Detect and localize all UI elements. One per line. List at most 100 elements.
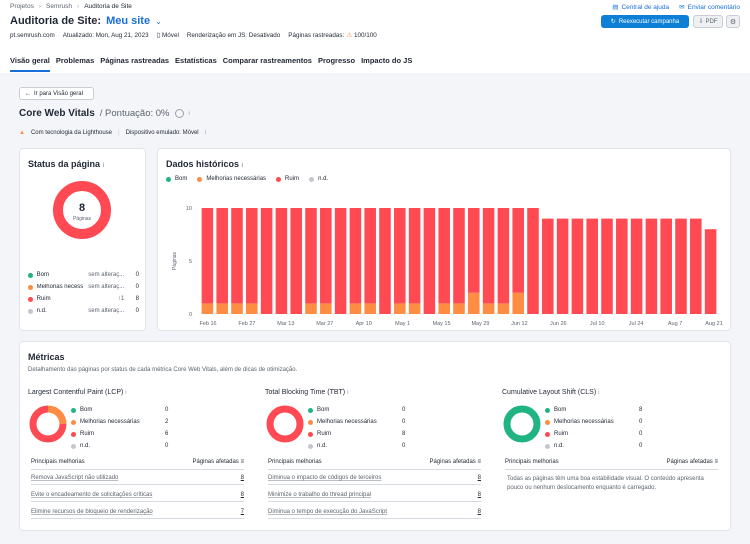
status-row-needs-improvement: Melhorias necessáriassem alteraç...0 xyxy=(28,281,139,293)
tbt-legend-good: Bom 0 xyxy=(308,404,405,416)
bar-segment xyxy=(468,208,480,293)
bar-segment xyxy=(364,303,376,314)
breadcrumb-semrush[interactable]: Semrush xyxy=(46,3,73,10)
donut-total: 8 xyxy=(79,202,85,214)
info-icon[interactable]: i xyxy=(204,130,206,136)
legend-dot xyxy=(308,407,313,413)
tab-overview[interactable]: Visão geral xyxy=(10,53,50,72)
info-icon[interactable]: i xyxy=(125,390,127,396)
tbt-block: Total Blocking Time (TBT) i xyxy=(265,389,348,396)
audit-meta: pt.semrush.com Atualizado: Mon, Aug 21, … xyxy=(10,32,377,39)
legend-dot xyxy=(308,419,313,425)
warning-icon: ⚠ xyxy=(346,32,352,39)
bar-segment xyxy=(497,303,510,314)
info-icon[interactable]: i xyxy=(598,390,600,396)
tab-js-impact[interactable]: Impacto do JS xyxy=(361,56,413,65)
cls-block: Cumulative Layout Shift (CLS) i xyxy=(502,389,599,396)
x-tick-label: Feb 27 xyxy=(238,321,255,327)
x-tick-label: Mar 27 xyxy=(316,321,333,327)
legend-dot xyxy=(545,443,550,449)
info-icon[interactable]: i xyxy=(102,163,105,169)
bar-segment xyxy=(482,208,495,304)
comment-icon: ✉ xyxy=(679,4,685,11)
arrow-left-icon: ← xyxy=(25,90,31,97)
improvement-row[interactable]: Diminua o tempo de execução do JavaScrip… xyxy=(268,509,481,519)
bar-segment xyxy=(290,208,302,314)
bar-segment xyxy=(364,208,376,304)
legend-dot xyxy=(545,407,550,413)
breadcrumb-projects[interactable]: Projetos xyxy=(10,3,34,10)
legend-dot xyxy=(71,419,76,425)
x-tick-label: Aug 7 xyxy=(668,321,682,327)
settings-button[interactable]: ⚙ xyxy=(726,15,740,28)
legend-needs-improvement[interactable]: Melhorias necessárias xyxy=(197,176,266,182)
page-status-card: Status da página i 8 Páginas Bom sem alte… xyxy=(19,148,146,331)
info-icon[interactable]: i xyxy=(347,390,349,396)
improvement-row[interactable]: Evite o encadeamento de solicitações crí… xyxy=(31,492,244,502)
tab-statistics[interactable]: Estatísticas xyxy=(175,56,217,65)
sort-icon[interactable]: ≡ xyxy=(714,459,718,465)
improvement-row[interactable]: Elimine recursos de bloqueio de renderiz… xyxy=(31,509,244,519)
tbt-legend: Bom 0 Melhorias necessárias 0 Ruim 8 n.d. 0 xyxy=(308,404,405,452)
tbt-improvements-header: Principais melhorias Páginas afetadas ≡ xyxy=(268,459,481,470)
bar-segment xyxy=(556,218,569,314)
bar-segment xyxy=(660,218,672,314)
legend-good[interactable]: Bom xyxy=(166,176,187,182)
rerun-campaign-button[interactable]: ↻ Reexecutar campanha xyxy=(601,15,689,28)
x-tick-label: May 15 xyxy=(433,321,451,327)
donut-total-label: Páginas xyxy=(73,216,92,222)
top-bar: Projetos › Semrush › Auditoria de Site ▤… xyxy=(0,0,750,73)
cwv-title: Core Web Vitals xyxy=(19,108,95,119)
improvement-row[interactable]: Remova JavaScript não utilizado 8 xyxy=(31,475,244,485)
back-to-overview-button[interactable]: ← Ir para Visão geral xyxy=(19,87,94,100)
x-tick-label: Feb 16 xyxy=(199,321,216,327)
bar-segment xyxy=(408,208,421,304)
lighthouse-icon: ▲ xyxy=(19,130,25,136)
tbt-donut xyxy=(266,405,304,443)
sort-icon[interactable]: ≡ xyxy=(477,459,481,465)
y-tick-label: 10 xyxy=(186,206,192,212)
status-dot xyxy=(28,308,33,314)
gear-icon: ⚙ xyxy=(729,18,737,26)
chevron-down-icon[interactable]: ⌄ xyxy=(155,17,162,26)
info-icon[interactable]: i xyxy=(241,163,244,169)
legend-na[interactable]: n.d. xyxy=(309,176,328,182)
x-tick-label: Jun 26 xyxy=(550,321,567,327)
tab-issues[interactable]: Problemas xyxy=(55,56,95,65)
project-selector[interactable]: Meu site xyxy=(106,15,151,27)
info-icon[interactable]: i xyxy=(188,110,190,117)
bar-segment xyxy=(201,208,214,304)
improvement-row[interactable]: Minimize o trabalho do thread principal 8 xyxy=(268,492,481,502)
x-tick-label: Jun 12 xyxy=(511,321,528,327)
tbt-legend-needs-improvement: Melhorias necessárias 0 xyxy=(308,416,405,428)
metrics-card xyxy=(19,341,731,531)
historical-data-title: Dados históricos i xyxy=(166,159,244,169)
tab-compare-crawls[interactable]: Comparar rastreamentos xyxy=(222,56,312,65)
breadcrumb-separator: › xyxy=(38,3,42,10)
bar-segment xyxy=(423,208,436,314)
improvement-row[interactable]: Diminua o impacto de códigos de terceiro… xyxy=(268,475,481,485)
x-tick-label: Apr 10 xyxy=(356,321,372,327)
help-center-link[interactable]: ▤ Central de ajuda xyxy=(612,3,670,12)
legend-bad[interactable]: Ruim xyxy=(276,176,299,182)
historical-bar-chart: 10 5 0 Páginas Feb 16 Feb 27 Mar 13 Mar 27 Apr 1… xyxy=(172,206,723,327)
sort-icon[interactable]: ≡ xyxy=(240,459,244,465)
bar-segment xyxy=(231,208,243,304)
bar-segment xyxy=(482,303,495,314)
send-feedback-link[interactable]: ✉ Enviar comentário xyxy=(679,3,740,12)
pdf-button[interactable]: ⇩ PDF xyxy=(693,15,723,28)
legend-dot xyxy=(71,407,76,413)
bar-segment xyxy=(512,208,524,293)
crawled-pages-label: Páginas rastreadas: ⚠ 100/100 xyxy=(288,32,377,39)
tab-progress[interactable]: Progresso xyxy=(317,56,356,65)
legend-dot xyxy=(71,443,76,449)
cls-improvements-header: Principais melhorias Páginas afetadas ≡ xyxy=(505,459,718,470)
bar-segment xyxy=(246,303,258,314)
bar-segment xyxy=(586,218,598,314)
tab-crawled-pages[interactable]: Páginas rastreadas xyxy=(100,56,170,65)
bar-segment xyxy=(645,218,658,314)
bar-segment xyxy=(349,208,362,304)
legend-dot xyxy=(276,176,282,182)
bar-segment xyxy=(468,292,480,314)
historical-data-card: Dados históricos i Bom Melhorias necessá… xyxy=(157,148,731,331)
